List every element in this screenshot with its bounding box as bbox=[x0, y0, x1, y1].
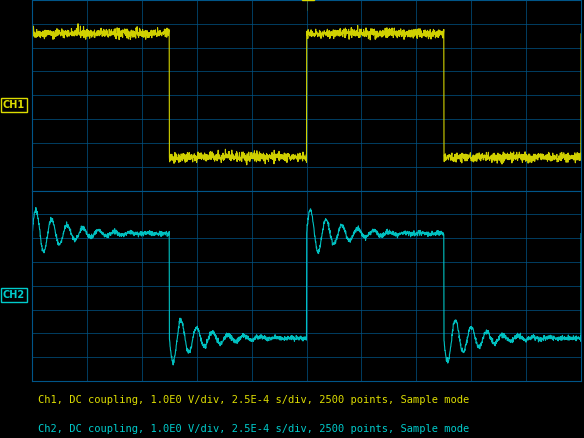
Text: CH1: CH1 bbox=[3, 100, 25, 110]
Text: Ch2, DC coupling, 1.0E0 V/div, 2.5E-4 s/div, 2500 points, Sample mode: Ch2, DC coupling, 1.0E0 V/div, 2.5E-4 s/… bbox=[37, 424, 469, 434]
Text: CH2: CH2 bbox=[3, 290, 25, 300]
Text: Ch1, DC coupling, 1.0E0 V/div, 2.5E-4 s/div, 2500 points, Sample mode: Ch1, DC coupling, 1.0E0 V/div, 2.5E-4 s/… bbox=[37, 395, 469, 405]
